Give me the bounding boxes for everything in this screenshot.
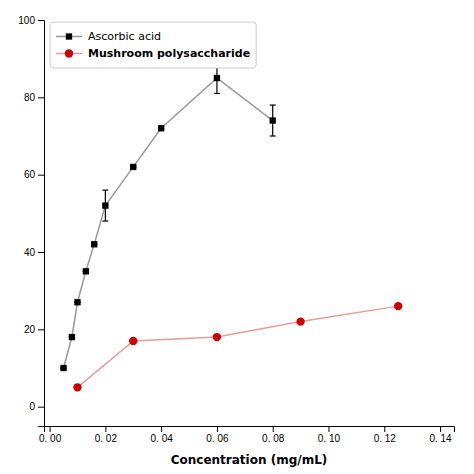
y-tick-label: 60 [24,169,36,180]
x-tick-mark [328,426,329,432]
x-tick-label: 0. 10 [318,433,341,444]
error-cap [270,104,276,105]
y-tick: 80 [24,92,44,103]
point [102,202,108,208]
x-tick-mark [384,426,385,432]
x-tick: 0. 06 [206,426,229,444]
x-tick: 0. 04 [151,426,174,444]
error-bar [102,190,108,221]
x-tick-label: 0. 04 [151,433,174,444]
y-tick-mark [38,252,44,253]
point [270,117,276,123]
x-tick: 0. 12 [374,426,397,444]
point [158,125,164,131]
x-tick: 0. 14 [429,426,452,444]
legend-item: Mushroom polysaccharide [56,47,250,60]
point [69,334,75,340]
y-tick-label: 80 [24,92,36,103]
point [91,241,97,247]
point [60,365,66,371]
y-axis-line [38,21,45,427]
legend: Ascorbic acid Mushroom polysaccharide [50,22,256,68]
y-tick: 0 [29,401,44,412]
legend-item: Ascorbic acid [56,30,161,43]
y-tick: 40 [24,247,44,258]
point [73,383,81,391]
legend-frame [50,22,256,68]
x-tick: 0. 08 [262,426,285,444]
x-tick-mark [105,426,106,432]
x-tick-label: 0. 12 [374,433,397,444]
legend-swatch [66,33,72,39]
x-tick-label: 0. 02 [95,433,118,444]
x-tick-mark [440,426,441,432]
legend-label: Mushroom polysaccharide [88,47,250,60]
x-tick-mark [50,426,51,432]
x-tick-mark [273,426,274,432]
x-tick-label: 0. 06 [206,433,229,444]
x-tick: 0. 02 [95,426,118,444]
y-tick-mark [38,20,44,21]
x-tick-label: 0. 08 [262,433,285,444]
plot: 0. 00 0. 02 0. 04 0. 06 0. 08 0. 10 0. 12 0. 14… [18,15,454,444]
point [83,268,89,274]
y-tick-label: 0 [29,401,35,412]
y-tick-mark [38,97,44,98]
x-tick: 0. 10 [318,426,341,444]
y-tick: 60 [24,169,44,180]
error-cap [102,190,108,191]
x-tick-label: 0. 00 [39,433,62,444]
point [74,299,80,305]
error-cap [102,220,108,221]
x-axis-line [45,427,455,433]
y-tick-label: 100 [18,15,35,26]
y-axis: 0 20 40 60 80 100 [18,15,44,427]
error-cap [270,135,276,136]
point [130,164,136,170]
series-line [77,306,398,387]
x-tick-label: 0. 14 [429,433,452,444]
y-tick-mark [38,329,44,330]
legend-swatch [65,49,73,57]
point [394,302,402,310]
x-tick-mark [217,426,218,432]
legend-label: Ascorbic acid [88,30,161,43]
point [213,333,221,341]
y-tick: 20 [24,324,44,335]
series [73,302,402,392]
point [296,317,304,325]
x-axis-title: Concentration (mg/mL) [171,453,328,467]
chart: 0. 00 0. 02 0. 04 0. 06 0. 08 0. 10 0. 12 0. 14… [0,0,474,474]
series-line [64,78,273,368]
y-tick: 100 [18,15,44,26]
point [129,337,137,345]
point [214,75,220,81]
x-tick-mark [161,426,162,432]
y-tick-label: 40 [24,247,36,258]
error-cap [214,93,220,94]
error-bar [270,105,276,136]
y-tick-mark [38,407,44,408]
marks [60,63,402,392]
series [60,63,276,372]
x-tick: 0. 00 [39,426,62,444]
y-tick-label: 20 [24,324,36,335]
y-tick-mark [38,175,44,176]
x-axis: 0. 00 0. 02 0. 04 0. 06 0. 08 0. 10 0. 12 0. 14 [39,426,455,444]
